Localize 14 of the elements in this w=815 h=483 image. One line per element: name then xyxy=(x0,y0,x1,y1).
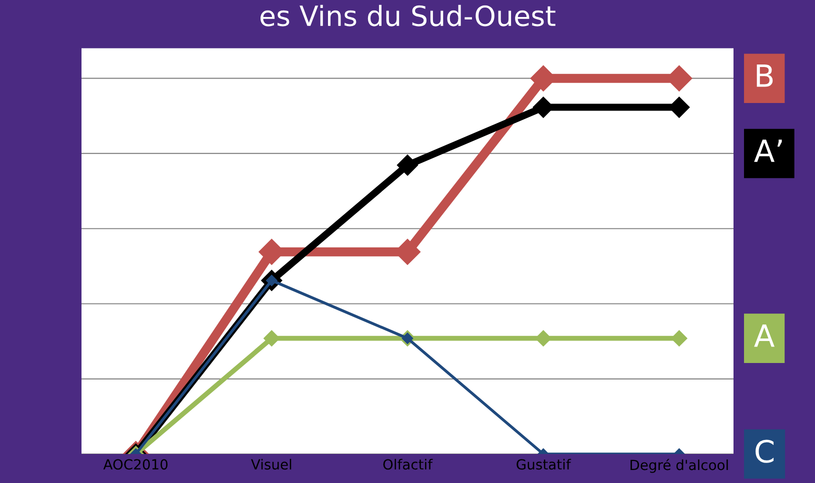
x-tick-label: AOC2010 xyxy=(103,459,168,470)
x-tick-label: Degré d'alcool xyxy=(630,458,728,473)
text: B xyxy=(756,64,773,87)
x-tick-label: Gustatif xyxy=(516,458,572,470)
point xyxy=(671,330,688,346)
point xyxy=(396,154,418,176)
x-tick-label: Olfactif xyxy=(383,458,433,470)
point xyxy=(535,330,552,346)
text: A xyxy=(754,324,775,347)
point xyxy=(264,330,280,346)
text: A’ xyxy=(754,140,782,162)
chart-title: es Vins du Sud-Ouest xyxy=(260,4,556,26)
x-tick-label: Visuel xyxy=(251,458,292,470)
text: C xyxy=(756,440,774,463)
